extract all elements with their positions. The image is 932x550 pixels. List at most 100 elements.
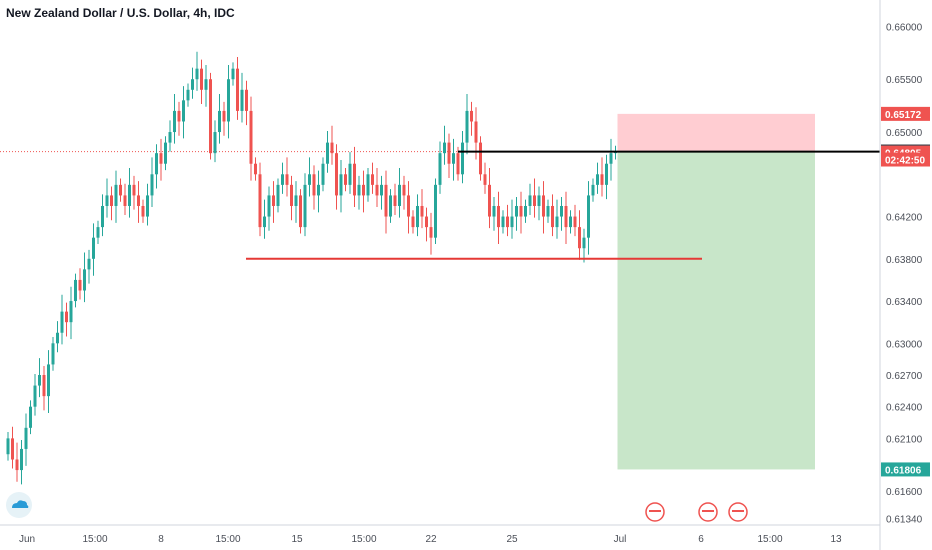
candle-body — [11, 438, 14, 460]
candle-body — [195, 68, 199, 80]
price-badge-bg — [881, 152, 930, 167]
candle-body — [290, 184, 293, 206]
candle-body — [42, 375, 46, 397]
candle-body — [51, 343, 55, 365]
stop-loss-zone[interactable] — [617, 113, 816, 152]
candle-body — [407, 195, 410, 217]
candle-body — [299, 195, 302, 228]
candle-body — [272, 195, 275, 206]
candle-body — [96, 227, 100, 238]
candle-body — [596, 174, 599, 185]
y-tick-label: 0.62100 — [886, 434, 923, 445]
candle-body — [483, 174, 487, 185]
price-badge-bg — [881, 106, 930, 121]
x-tick-label: 22 — [425, 534, 437, 545]
candle-body — [38, 375, 41, 386]
candle-body — [60, 311, 64, 333]
candle-body — [398, 184, 401, 206]
candle-body — [479, 142, 482, 175]
candle-body — [281, 174, 284, 185]
x-tick-label: 15:00 — [757, 534, 782, 545]
candle-body — [429, 227, 433, 238]
candle-body — [317, 184, 320, 196]
y-tick-label: 0.61600 — [886, 487, 923, 498]
candle-body — [456, 153, 460, 175]
candle-body — [470, 110, 473, 122]
candle-body — [56, 332, 59, 344]
candle-body — [213, 132, 217, 154]
y-tick-label: 0.61340 — [886, 515, 923, 526]
take-profit-zone[interactable] — [617, 151, 816, 470]
price-badge-label: 0.65172 — [885, 110, 922, 121]
candle-body — [465, 110, 469, 143]
candle-body — [191, 79, 194, 90]
candle-body — [240, 89, 244, 111]
candle-body — [65, 311, 68, 323]
candle-body — [110, 195, 113, 206]
time-axis[interactable]: Jun 15:00 8 15:00 15 15:00 22 25 Jul 6 15:00 13 — [19, 534, 842, 545]
candle-body — [447, 142, 451, 164]
candle-body — [69, 301, 73, 323]
candle-body — [614, 152, 617, 154]
candle-body — [510, 216, 514, 228]
candle-body — [371, 174, 374, 185]
candle-body — [321, 163, 325, 185]
candle-body — [330, 142, 334, 154]
candle-body — [204, 79, 208, 90]
candle-body — [353, 163, 356, 196]
x-tick-label: 15:00 — [215, 534, 240, 545]
flag-stripe-icon — [649, 510, 661, 512]
candle-body — [146, 195, 149, 217]
candle-body — [33, 385, 37, 407]
price-axis[interactable]: 0.66000 0.65500 0.65000 0.64200 0.63800 0.634… — [886, 22, 923, 525]
candle-body — [276, 184, 280, 206]
candle-body — [6, 438, 10, 455]
y-tick-label: 0.65500 — [886, 75, 923, 86]
candle-body — [515, 205, 518, 217]
candle-body — [335, 153, 338, 196]
candle-body — [339, 174, 343, 196]
candle-body — [132, 184, 136, 196]
price-badge-label: 0.61806 — [885, 465, 922, 476]
x-tick-label: 15:00 — [82, 534, 107, 545]
flag-stripe-icon — [702, 510, 714, 512]
candle-body — [83, 269, 86, 291]
candle-body — [231, 68, 235, 80]
candle-body — [492, 205, 496, 217]
candle-body — [308, 174, 311, 185]
candle-body — [263, 216, 266, 228]
candle-body — [362, 184, 365, 196]
candle-body — [425, 216, 428, 228]
candle-body — [155, 153, 158, 175]
candle-body — [123, 195, 127, 206]
candle-body — [375, 184, 379, 196]
candle-body — [87, 258, 91, 270]
chart-title: New Zealand Dollar / U.S. Dollar, 4h, ID… — [6, 6, 235, 20]
candle-body — [303, 184, 307, 228]
candle-body — [141, 205, 145, 217]
candle-body — [524, 205, 527, 217]
candle-body — [605, 163, 608, 185]
y-tick-label: 0.62400 — [886, 403, 923, 414]
y-tick-label: 0.65000 — [886, 128, 923, 139]
event-markers[interactable] — [645, 502, 748, 522]
candle-body — [218, 110, 221, 133]
tradingview-logo-icon[interactable] — [6, 492, 32, 518]
candle-body — [600, 174, 604, 185]
x-tick-label: Jul — [614, 534, 627, 545]
candle-body — [551, 205, 554, 228]
candle-body — [326, 142, 329, 164]
price-badge: 0.65172 — [881, 106, 930, 121]
candle-body — [591, 184, 595, 196]
y-tick-label: 0.63800 — [886, 255, 923, 266]
candle-body — [569, 216, 572, 228]
candle-body — [74, 279, 77, 302]
candle-body — [182, 100, 185, 122]
candle-body — [200, 68, 203, 90]
candle-body — [29, 406, 32, 428]
candle-body — [78, 279, 82, 291]
candle-body — [105, 195, 109, 206]
price-badge: 0.61806 — [881, 462, 930, 477]
candle-body — [164, 142, 167, 164]
x-tick-label: 15:00 — [351, 534, 376, 545]
